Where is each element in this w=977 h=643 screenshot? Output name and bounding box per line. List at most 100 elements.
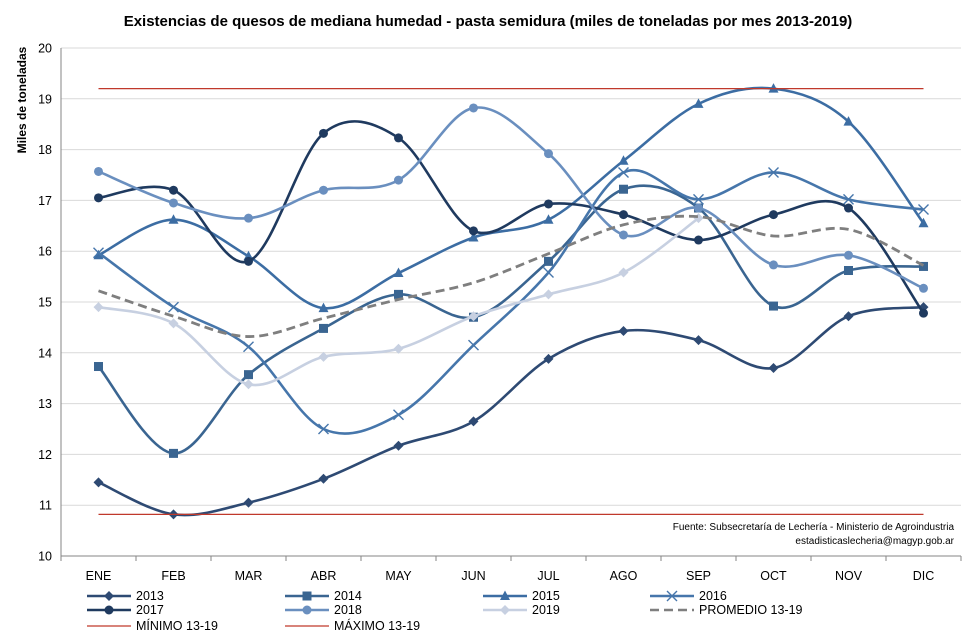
data-point bbox=[768, 363, 779, 374]
y-tick-label: 19 bbox=[38, 92, 52, 106]
data-point bbox=[693, 193, 704, 205]
legend-label: 2019 bbox=[532, 603, 560, 617]
data-point bbox=[544, 149, 553, 159]
data-point bbox=[919, 308, 928, 318]
legend-item: 2017 bbox=[87, 603, 164, 617]
legend-marker bbox=[500, 590, 510, 600]
data-point bbox=[544, 256, 553, 266]
legend: 2013 2014 2015 2016 2017 2018 2019 PROMEDIO 13-… bbox=[87, 589, 803, 633]
data-point bbox=[919, 261, 928, 271]
data-point bbox=[393, 343, 404, 354]
legend-marker bbox=[302, 605, 312, 615]
data-point bbox=[619, 230, 628, 240]
data-point bbox=[543, 289, 554, 300]
series-line bbox=[97, 86, 925, 310]
data-point bbox=[318, 302, 329, 313]
data-point bbox=[918, 204, 929, 216]
series-line bbox=[97, 184, 924, 455]
x-tick-label: MAY bbox=[385, 569, 412, 583]
data-point bbox=[769, 260, 778, 270]
legend-item: MÍNIMO 13-19 bbox=[87, 618, 218, 633]
legend-label: 2017 bbox=[136, 603, 164, 617]
axes: 10 11 12 13 14 15 16 17 18 19 20 ENE FEB MAR ABR MAY JUN… bbox=[38, 42, 962, 583]
data-point bbox=[168, 318, 179, 329]
source-text: Fuente: Subsecretaría de Lechería - Mini… bbox=[673, 522, 955, 533]
data-point bbox=[93, 302, 104, 313]
x-tick-label: DIC bbox=[913, 569, 935, 583]
data-point bbox=[169, 185, 178, 195]
data-point bbox=[844, 266, 853, 276]
data-point bbox=[394, 133, 403, 143]
data-point bbox=[843, 116, 854, 126]
legend-item: PROMEDIO 13-19 bbox=[650, 603, 803, 617]
series-2018 bbox=[94, 103, 928, 293]
legend-item: 2018 bbox=[285, 603, 362, 617]
data-point bbox=[319, 185, 328, 195]
series-2014 bbox=[94, 184, 928, 458]
legend-label: 2014 bbox=[334, 589, 362, 603]
data-point bbox=[468, 231, 479, 242]
series-group bbox=[93, 83, 929, 520]
data-point bbox=[393, 409, 404, 421]
series-line bbox=[98, 120, 925, 314]
series-line bbox=[97, 305, 924, 517]
data-point bbox=[619, 184, 628, 194]
y-tick-label: 12 bbox=[38, 448, 52, 462]
data-point bbox=[318, 473, 329, 484]
legend-label: 2018 bbox=[334, 603, 362, 617]
data-point bbox=[168, 214, 179, 224]
legend-marker bbox=[500, 605, 510, 615]
data-point bbox=[844, 250, 853, 260]
data-point bbox=[168, 301, 179, 313]
data-point bbox=[468, 339, 479, 351]
legend-label: 2013 bbox=[136, 589, 164, 603]
data-point bbox=[543, 214, 554, 224]
y-tick-label: 15 bbox=[38, 296, 52, 310]
legend-item: MÁXIMO 13-19 bbox=[285, 618, 420, 633]
series-promedio-13-19 bbox=[98, 214, 925, 338]
data-point bbox=[544, 199, 553, 209]
y-tick-label: 11 bbox=[39, 499, 52, 513]
x-tick-label: JUL bbox=[537, 569, 559, 583]
data-point bbox=[319, 323, 328, 333]
legend-marker bbox=[302, 591, 312, 601]
data-point bbox=[694, 235, 703, 245]
data-point bbox=[318, 423, 329, 435]
data-point bbox=[244, 213, 253, 223]
y-tick-label: 10 bbox=[38, 550, 52, 564]
series-line bbox=[97, 106, 925, 290]
data-point bbox=[319, 128, 328, 138]
data-point bbox=[93, 249, 104, 260]
data-point bbox=[94, 362, 103, 372]
data-point bbox=[169, 448, 178, 458]
x-tick-label: JUN bbox=[461, 569, 485, 583]
legend-label: 2015 bbox=[532, 589, 560, 603]
legend-item: 2014 bbox=[285, 589, 362, 603]
data-point bbox=[694, 203, 703, 213]
data-point bbox=[94, 166, 103, 176]
legend-label: MÁXIMO 13-19 bbox=[334, 618, 420, 633]
y-axis-label: Miles de toneladas bbox=[15, 46, 29, 153]
legend-marker bbox=[104, 605, 114, 615]
data-point bbox=[94, 193, 103, 203]
series-2015 bbox=[93, 83, 929, 313]
legend-item: 2016 bbox=[650, 589, 727, 603]
y-tick-label: 18 bbox=[38, 143, 52, 157]
data-point bbox=[693, 335, 704, 346]
x-tick-label: SEP bbox=[686, 569, 711, 583]
y-tick-label: 17 bbox=[38, 194, 52, 208]
legend-marker bbox=[666, 590, 678, 602]
grid bbox=[61, 47, 961, 557]
data-point bbox=[469, 103, 478, 113]
data-point bbox=[468, 416, 479, 427]
data-point bbox=[768, 166, 779, 178]
data-point bbox=[394, 175, 403, 185]
legend-item: 2015 bbox=[483, 589, 560, 603]
data-point bbox=[169, 198, 178, 208]
data-point bbox=[618, 166, 629, 178]
data-point bbox=[618, 155, 629, 165]
data-point bbox=[243, 379, 254, 390]
legend-item: 2013 bbox=[87, 589, 164, 603]
